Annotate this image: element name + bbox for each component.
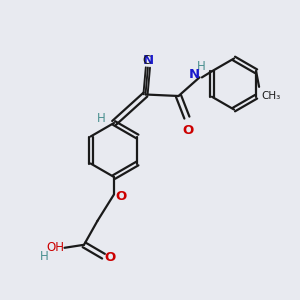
Text: H: H [197,60,206,73]
Text: H: H [40,250,49,263]
Text: H: H [97,112,106,125]
Text: CH₃: CH₃ [262,91,281,101]
Text: N: N [188,68,200,82]
Text: O: O [115,190,126,203]
Text: OH: OH [46,241,64,254]
Text: O: O [182,124,194,137]
Text: O: O [104,251,116,264]
Text: C: C [142,55,151,68]
Text: N: N [143,54,154,68]
